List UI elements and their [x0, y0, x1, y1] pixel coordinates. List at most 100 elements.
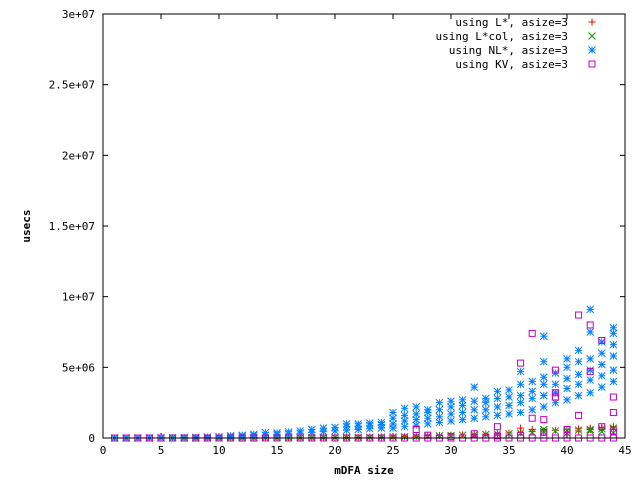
data-point	[447, 433, 455, 441]
data-point	[505, 410, 513, 418]
data-point	[435, 405, 444, 414]
data-point	[493, 430, 502, 438]
data-point	[574, 346, 583, 355]
data-point	[586, 427, 595, 435]
data-point	[528, 405, 537, 414]
legend-label: using NL*, asize=3	[449, 44, 568, 57]
data-point	[481, 394, 490, 403]
data-point	[331, 423, 339, 432]
data-point	[342, 420, 351, 428]
data-point	[516, 367, 525, 376]
data-point	[598, 423, 606, 431]
data-point	[400, 404, 409, 413]
data-point	[505, 386, 513, 394]
data-point	[586, 368, 594, 376]
data-point	[505, 429, 513, 438]
data-point	[539, 391, 548, 400]
data-point	[470, 430, 478, 438]
data-point	[412, 432, 421, 441]
data-point	[528, 394, 537, 403]
data-point	[609, 377, 618, 386]
data-point	[354, 420, 363, 428]
data-point	[540, 416, 548, 424]
data-point	[389, 408, 397, 417]
data-point	[528, 387, 537, 396]
data-point	[458, 408, 467, 417]
data-point	[586, 354, 595, 363]
data-point	[609, 409, 617, 417]
legend-label: using KV, asize=3	[455, 58, 568, 71]
data-point	[342, 426, 351, 435]
data-point	[574, 391, 583, 400]
data-point	[493, 394, 502, 403]
data-point	[540, 428, 548, 436]
y-tick-label: 0	[88, 432, 95, 445]
data-point	[539, 357, 548, 366]
data-point	[528, 414, 536, 422]
data-point	[574, 380, 583, 389]
data-point	[493, 387, 502, 396]
data-point	[551, 393, 559, 401]
data-point	[586, 328, 595, 336]
data-point	[516, 391, 525, 400]
y-tick-label: 5e+06	[62, 361, 95, 374]
x-tick-label: 5	[158, 444, 165, 457]
y-tick-label: 1e+07	[62, 291, 95, 304]
data-point	[539, 373, 548, 382]
data-point	[551, 388, 560, 397]
data-point	[447, 397, 455, 406]
data-point	[575, 427, 583, 435]
data-point	[563, 395, 571, 404]
data-point	[365, 419, 374, 428]
data-point	[575, 411, 583, 419]
data-point	[319, 427, 328, 436]
data-point	[470, 397, 479, 406]
data-point	[609, 427, 617, 435]
legend-label: using L*, asize=3	[455, 16, 568, 29]
x-tick-label: 35	[502, 444, 515, 457]
data-point	[586, 376, 595, 384]
data-point	[551, 389, 559, 397]
data-point	[493, 411, 502, 420]
data-point	[458, 395, 467, 404]
data-point	[435, 418, 444, 427]
data-point	[470, 405, 479, 414]
data-point	[574, 357, 583, 366]
y-tick-label: 1.5e+07	[49, 220, 95, 233]
y-axis-label: usecs	[20, 209, 33, 242]
data-point	[435, 398, 444, 407]
plot-frame	[102, 13, 626, 439]
data-point	[458, 415, 467, 424]
data-point	[470, 414, 479, 423]
data-point	[597, 371, 606, 380]
data-point	[296, 427, 305, 435]
data-point	[249, 430, 258, 439]
data-point	[574, 370, 583, 379]
data-point	[319, 424, 328, 432]
legend-label: using L*col, asize=3	[436, 30, 568, 43]
data-point	[563, 426, 571, 434]
data-point	[609, 323, 618, 332]
legend-marker	[588, 60, 596, 68]
data-point	[597, 338, 606, 346]
data-point	[516, 398, 525, 407]
legend-marker	[588, 32, 596, 40]
data-point	[470, 383, 479, 391]
data-point	[423, 405, 432, 414]
data-point	[284, 428, 293, 436]
data-point	[539, 380, 548, 389]
x-tick-label: 0	[100, 444, 107, 457]
data-point	[481, 430, 490, 439]
data-point	[307, 425, 316, 434]
x-tick-label: 30	[444, 444, 457, 457]
data-point	[539, 403, 548, 411]
data-point	[609, 426, 617, 434]
data-point	[551, 380, 560, 389]
data-point	[574, 426, 583, 434]
data-point	[447, 417, 455, 425]
data-point	[505, 401, 513, 410]
data-point	[412, 410, 421, 418]
y-tick-label: 2e+07	[62, 149, 95, 162]
data-point	[551, 427, 560, 435]
